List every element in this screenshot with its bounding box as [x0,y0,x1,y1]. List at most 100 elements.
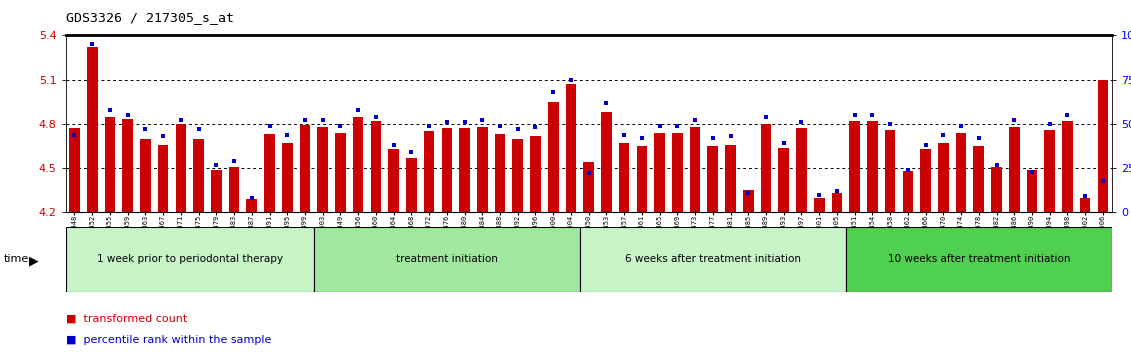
Point [296,118,314,123]
Text: treatment initiation: treatment initiation [396,254,498,264]
Point [810,192,828,198]
Point [969,135,987,141]
Bar [211,170,222,212]
Bar [601,112,612,212]
Bar [265,134,275,212]
Bar [938,143,949,212]
Bar [584,162,594,212]
Point [101,107,119,113]
Point [597,100,615,105]
Bar [846,227,1112,292]
Point [952,123,970,129]
Point [260,123,278,129]
Bar [353,116,363,212]
Point [1005,118,1024,123]
Bar [637,146,647,212]
Point [1041,121,1059,127]
Bar [867,121,878,212]
Point [66,132,84,137]
Bar [140,139,150,212]
Bar [175,124,187,212]
Point [172,118,190,123]
Bar [1097,80,1108,212]
Text: ■  percentile rank within the sample: ■ percentile rank within the sample [66,335,271,344]
Bar [318,127,328,212]
Bar [580,227,846,292]
Point [1059,112,1077,118]
Point [385,142,403,148]
Point [987,162,1005,167]
Bar [193,139,204,212]
Bar [619,143,630,212]
Bar [655,133,665,212]
Point [84,41,102,47]
Point [349,107,368,113]
Point [899,167,917,173]
Point [934,132,952,137]
Bar [104,116,115,212]
Bar [441,129,452,212]
Text: 6 weeks after treatment initiation: 6 weeks after treatment initiation [624,254,801,264]
Bar [690,127,700,212]
Point [278,132,296,137]
Bar [708,146,718,212]
Bar [282,143,293,212]
Bar [796,129,806,212]
Bar [530,136,541,212]
Point [863,112,881,118]
Point [633,135,651,141]
Text: 1 week prior to periodontal therapy: 1 week prior to periodontal therapy [97,254,283,264]
Point [828,188,846,194]
Point [1022,169,1041,175]
Point [793,119,811,125]
Point [366,114,385,120]
Bar [388,149,399,212]
Text: ▶: ▶ [29,255,40,268]
Point [207,162,225,167]
Bar [991,167,1002,212]
Bar [921,149,931,212]
Point [881,121,899,127]
Bar [1009,127,1019,212]
Point [916,142,934,148]
Point [775,141,793,146]
Point [438,119,456,125]
Point [740,190,758,196]
Point [243,195,261,201]
Point [579,171,597,176]
Text: GDS3326 / 217305_s_at: GDS3326 / 217305_s_at [66,11,234,24]
Bar [477,127,487,212]
Bar [122,120,133,212]
Point [190,126,208,132]
Bar [849,121,860,212]
Bar [424,131,434,212]
Point [846,112,864,118]
Point [313,118,331,123]
Bar [1044,130,1055,212]
Point [456,119,474,125]
Bar [1080,198,1090,212]
Text: ■  transformed count: ■ transformed count [66,313,187,323]
Bar [1062,121,1073,212]
Bar [743,190,753,212]
Bar [406,158,416,212]
Bar [158,144,169,212]
Bar [87,47,97,212]
Bar [778,148,789,212]
Bar [228,167,240,212]
Text: time: time [3,254,28,264]
Point [137,126,155,132]
Point [509,126,527,132]
Bar [300,125,310,212]
Point [225,158,243,164]
Bar [974,146,984,212]
Point [491,123,509,129]
Point [420,123,438,129]
Point [331,123,349,129]
Point [119,112,137,118]
Bar [672,133,683,212]
Point [473,118,491,123]
Point [668,123,687,129]
Bar [761,124,771,212]
Bar [547,102,559,212]
